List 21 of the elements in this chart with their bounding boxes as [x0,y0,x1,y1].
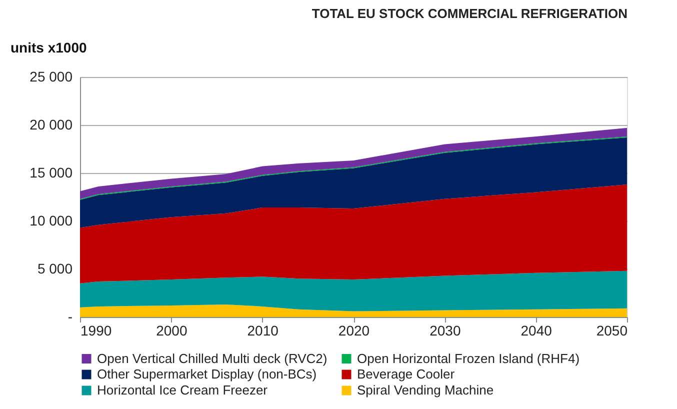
x-tick-label: 2040 [520,322,552,338]
x-tick-label: 2010 [247,322,279,338]
legend-label: Other Supermarket Display (non-BCs) [97,366,317,382]
y-tick-label: 5 000 [37,260,73,276]
x-tick-label: 2000 [156,322,188,338]
x-tick-label: 2030 [430,322,461,338]
legend-label: Open Vertical Chilled Multi deck (RVC2) [97,350,328,366]
y-tick-label: - [68,308,73,324]
legend-label: Horizontal Ice Cream Freezer [97,382,268,398]
legend-label: Beverage Cooler [357,366,456,382]
y-tick-label: 15 000 [30,164,73,180]
x-tick-label: 2050 [596,322,628,338]
legend-label: Spiral Vending Machine [357,382,494,398]
legend-label: Open Horizontal Frozen Island (RHF4) [357,350,580,366]
y-axis-title: units x1000 [10,40,87,56]
x-tick-label: 1990 [80,322,112,338]
y-tick-label: 20 000 [30,116,73,132]
y-tick-label: 10 000 [30,212,73,228]
chart-title: TOTAL EU STOCK COMMERCIAL REFRIGERATION [312,6,628,21]
x-tick-label: 2020 [338,322,370,338]
y-tick-label: 25 000 [30,68,73,84]
